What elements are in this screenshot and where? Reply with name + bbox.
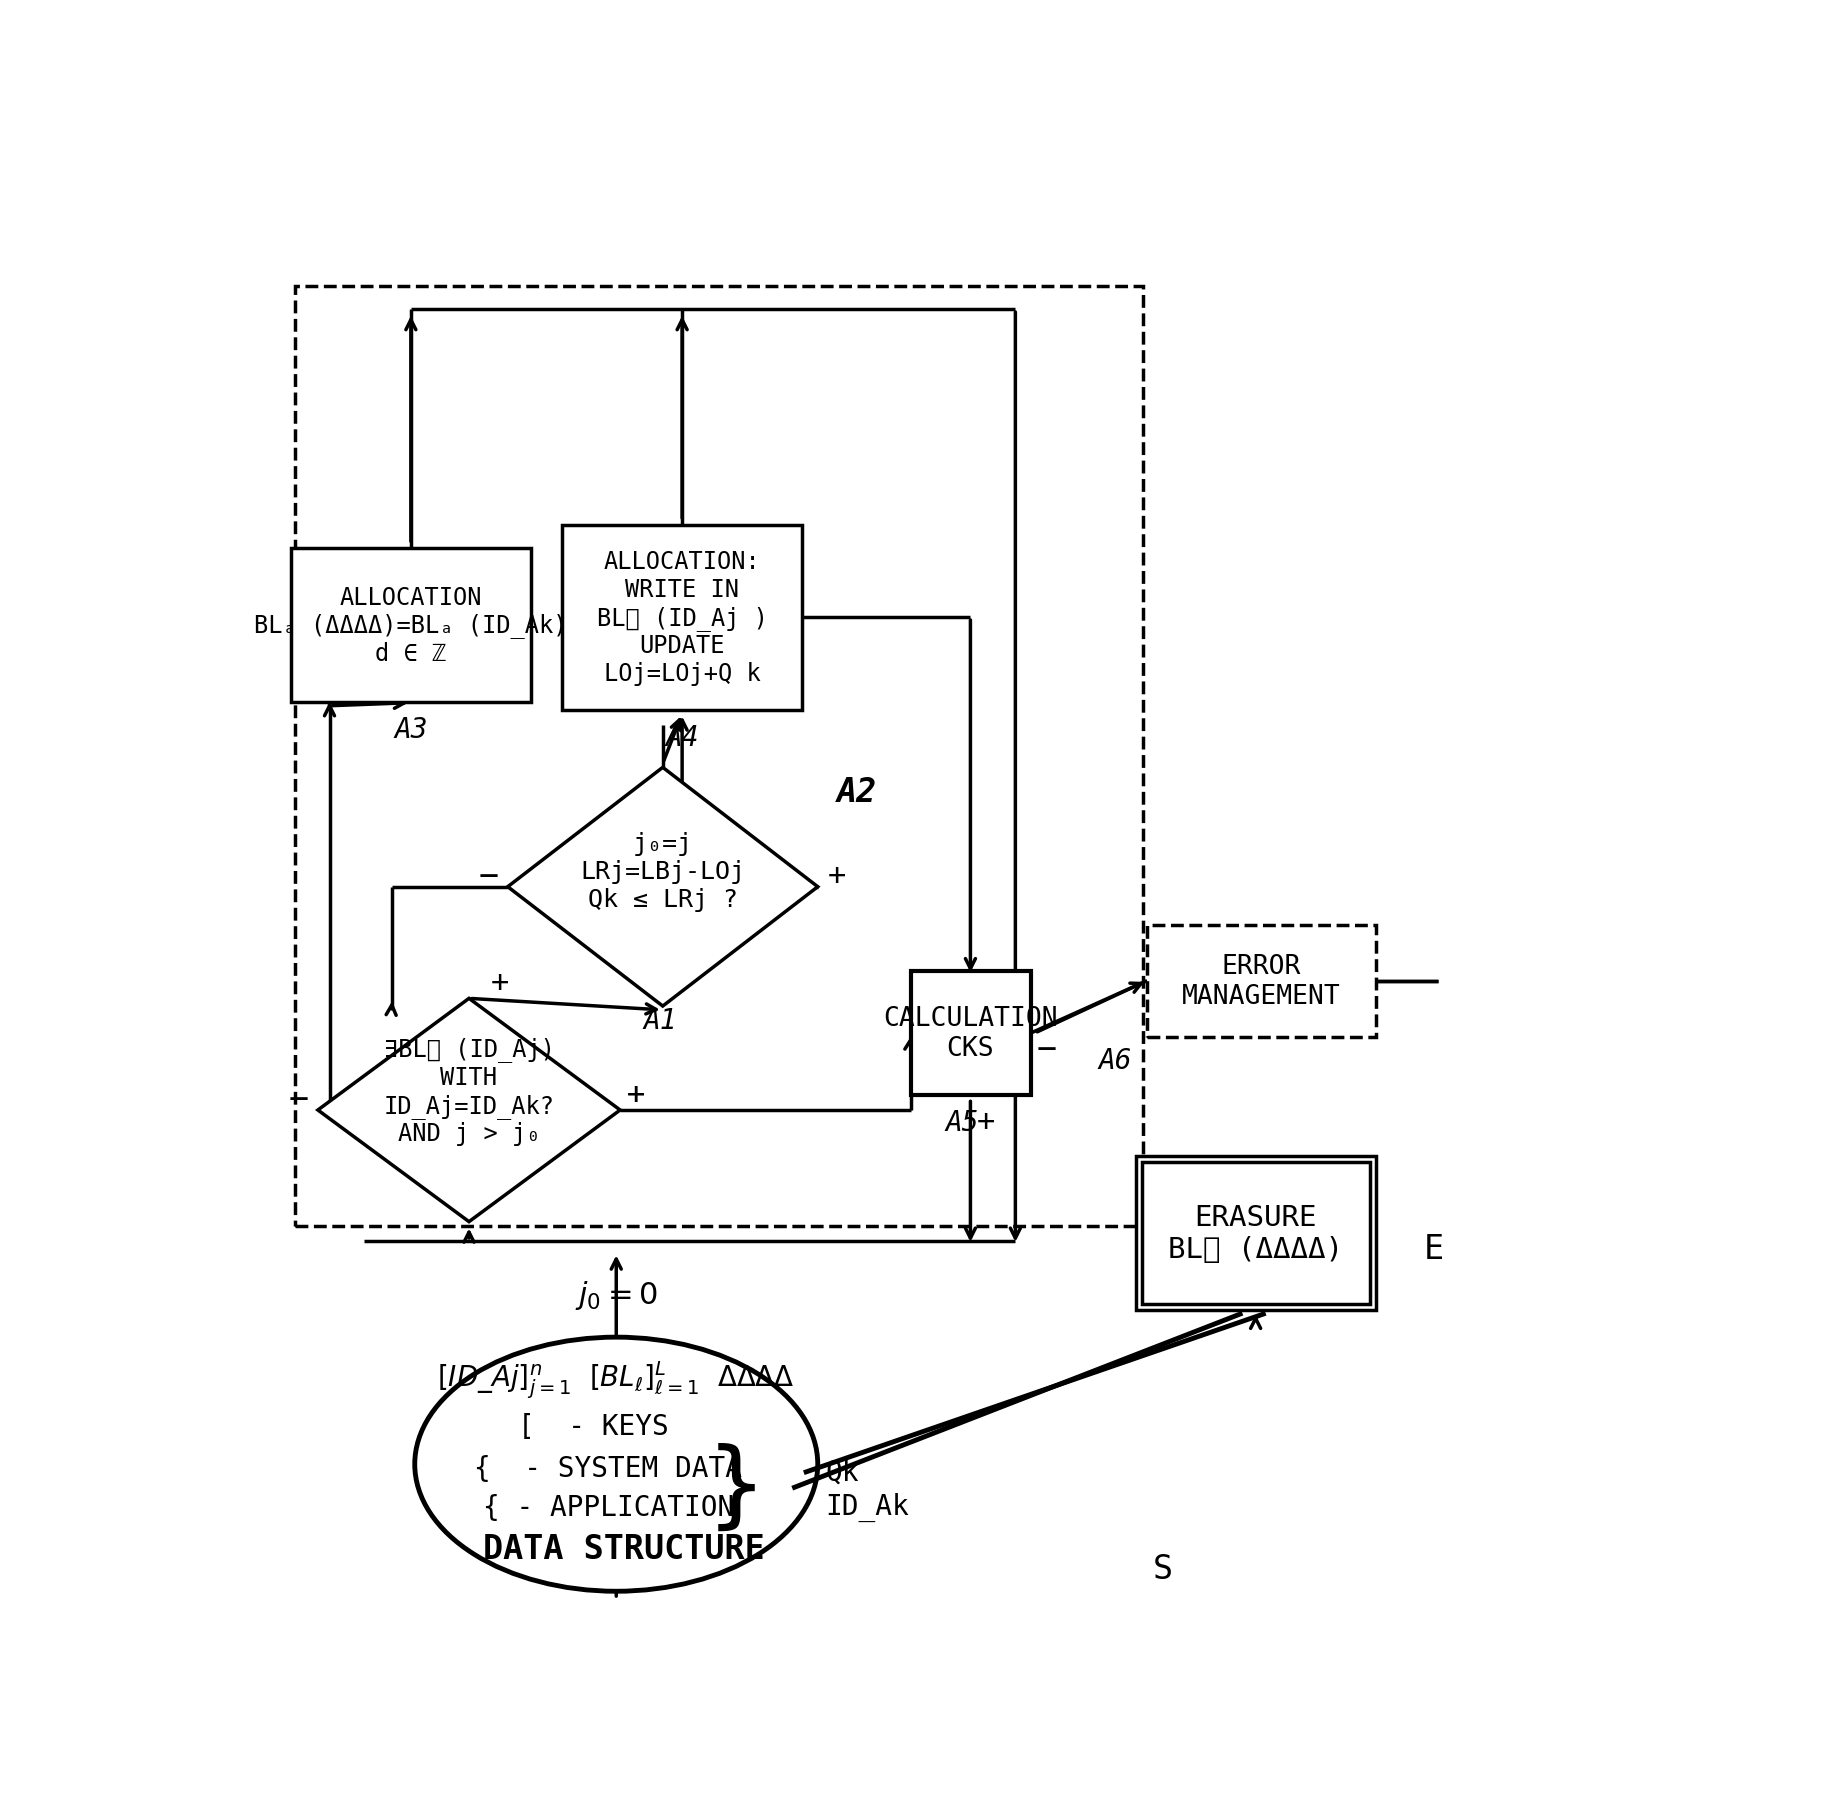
- Ellipse shape: [415, 1337, 818, 1591]
- Text: A2: A2: [836, 776, 877, 809]
- Text: [  - KEYS: [ - KEYS: [518, 1411, 668, 1440]
- Text: E: E: [1424, 1232, 1444, 1266]
- Text: A1: A1: [644, 1007, 677, 1034]
- Text: A6: A6: [1098, 1047, 1131, 1074]
- Text: ∃BLℓ (ID_Aj)
WITH
ID_Aj=ID_Ak?
AND j > j₀: ∃BLℓ (ID_Aj) WITH ID_Aj=ID_Ak? AND j > j…: [384, 1036, 554, 1146]
- FancyBboxPatch shape: [1147, 925, 1376, 1038]
- FancyBboxPatch shape: [911, 972, 1030, 1096]
- Text: $j_0 = 0$: $j_0 = 0$: [575, 1279, 657, 1312]
- Text: +: +: [490, 969, 509, 998]
- Text: +: +: [827, 862, 845, 891]
- Text: −: −: [1036, 1032, 1056, 1065]
- Text: S: S: [1153, 1551, 1173, 1585]
- Text: −: −: [289, 1083, 309, 1116]
- Text: CALCULATION
CKS: CALCULATION CKS: [884, 1005, 1058, 1061]
- Text: ERASURE
BLℓ (ΔΔΔΔ): ERASURE BLℓ (ΔΔΔΔ): [1168, 1203, 1343, 1264]
- Text: ALLOCATION:
WRITE IN
BLℓ (ID_Aj )
UPDATE
LOj=LOj+Q k: ALLOCATION: WRITE IN BLℓ (ID_Aj ) UPDATE…: [597, 550, 767, 686]
- Text: $[ID\_Aj]_{j=1}^{n}$  $[BL_{\ell}]_{\ell=1}^{L}$  $\Delta\Delta\Delta\Delta$: $[ID\_Aj]_{j=1}^{n}$ $[BL_{\ell}]_{\ell=…: [437, 1359, 794, 1400]
- Text: A5: A5: [946, 1108, 979, 1136]
- Text: ALLOCATION
BLₐ (ΔΔΔΔ)=BLₐ (ID_Ak)
d ∈ ℤ: ALLOCATION BLₐ (ΔΔΔΔ)=BLₐ (ID_Ak) d ∈ ℤ: [254, 586, 567, 666]
- Text: ID_Ak: ID_Ak: [825, 1493, 910, 1522]
- Text: +: +: [626, 1081, 644, 1110]
- Text: { - APPLICATION: { - APPLICATION: [483, 1493, 734, 1520]
- Text: +: +: [626, 1081, 644, 1110]
- Polygon shape: [318, 1000, 620, 1223]
- Text: {  - SYSTEM DATA: { - SYSTEM DATA: [474, 1455, 743, 1482]
- Text: Qk: Qk: [825, 1458, 858, 1486]
- FancyBboxPatch shape: [291, 548, 531, 702]
- Text: j₀=j
LRj=LBj-LOj
Qk ≤ LRj ?: j₀=j LRj=LBj-LOj Qk ≤ LRj ?: [580, 833, 745, 912]
- Text: A4: A4: [666, 724, 699, 751]
- Text: DATA STRUCTURE: DATA STRUCTURE: [483, 1533, 765, 1565]
- Polygon shape: [507, 767, 818, 1007]
- Text: +: +: [977, 1107, 996, 1136]
- Text: −: −: [478, 860, 498, 892]
- Text: ERROR
MANAGEMENT: ERROR MANAGEMENT: [1182, 952, 1340, 1009]
- FancyBboxPatch shape: [1135, 1157, 1376, 1310]
- Text: }: }: [708, 1440, 765, 1535]
- FancyBboxPatch shape: [562, 526, 802, 711]
- Text: A3: A3: [393, 715, 428, 744]
